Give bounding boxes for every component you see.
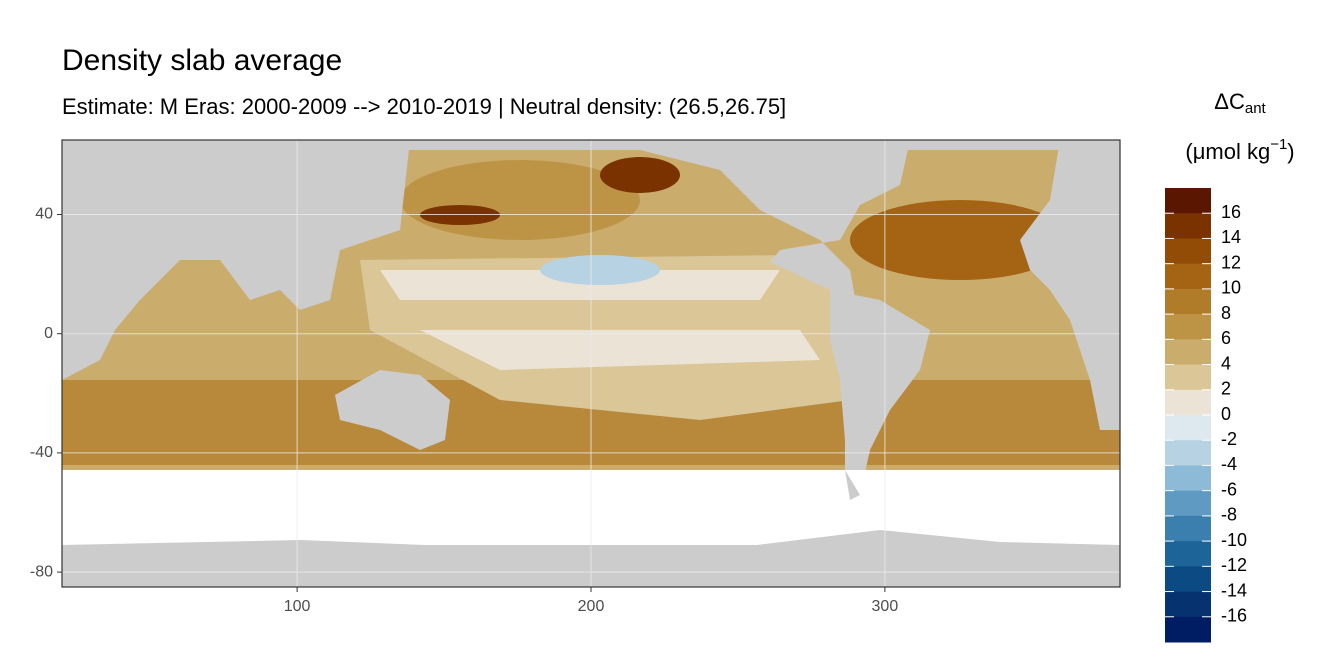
land [335,370,450,450]
legend-label: 2 [1221,379,1231,399]
legend-color [1165,465,1211,492]
legend-color [1165,415,1211,441]
chart-subtitle: Estimate: M Eras: 2000-2009 --> 2010-201… [62,94,786,119]
legend-color [1165,566,1211,593]
legend-label: -16 [1221,606,1247,626]
y-tick-label: 0 [44,325,53,342]
land [845,470,860,500]
legend-label: -6 [1221,479,1237,499]
legend-color [1165,314,1211,340]
chart-title: Density slab average [62,44,342,77]
legend-label: -14 [1221,580,1247,600]
legend-unit: (μmol kg−1) [1185,136,1294,164]
legend-color [1165,490,1211,517]
land [180,140,410,310]
x-tick-label: 100 [284,598,311,615]
legend-color [1165,339,1211,366]
legend-color [1165,263,1211,290]
legend-label: 16 [1221,202,1241,222]
legend-label: 8 [1221,303,1231,323]
legend-color [1165,238,1211,265]
legend-unit-text: (μmol kg [1185,139,1270,164]
legend-color [1165,188,1211,214]
legend-label: 0 [1221,404,1231,424]
legend-color [1165,616,1211,643]
legend-label: 10 [1221,278,1241,298]
legend-color [1165,515,1211,542]
legend-label: -12 [1221,555,1247,575]
legend-color [1165,541,1211,567]
legend-label: -10 [1221,530,1247,550]
legend-color [1165,364,1211,391]
land [830,290,930,495]
land [1020,140,1120,430]
legend-color [1165,389,1211,416]
legend-color [1165,591,1211,618]
land [62,140,180,380]
y-tick-label: -80 [30,563,53,580]
grid [62,140,1120,587]
legend-unit-exponent: −1 [1270,136,1287,153]
legend-label: 6 [1221,328,1231,348]
legend-color [1165,288,1211,315]
legend-title: ΔCant [1214,89,1266,117]
legend-label: -2 [1221,429,1237,449]
legend-label: 4 [1221,353,1231,373]
land [560,140,910,298]
legend-label: -8 [1221,505,1237,525]
x-tick-label: 200 [578,598,605,615]
legend-label: 12 [1221,252,1241,272]
ocean-field [850,200,1070,280]
legend-unit-close: ) [1287,139,1294,164]
y-tick-label: 40 [35,206,53,223]
legend-label: -4 [1221,454,1237,474]
y-tick-label: -40 [30,444,53,461]
legend-color [1165,440,1211,466]
legend-subscript: ant [1245,100,1267,117]
ocean-field [420,330,820,370]
legend-label: 14 [1221,227,1241,247]
ocean-field [380,270,780,300]
ocean-field [540,255,660,285]
x-tick-label: 300 [872,598,899,615]
legend-symbol: ΔC [1214,89,1245,114]
ocean-field [600,157,680,193]
legend-color [1165,213,1211,239]
